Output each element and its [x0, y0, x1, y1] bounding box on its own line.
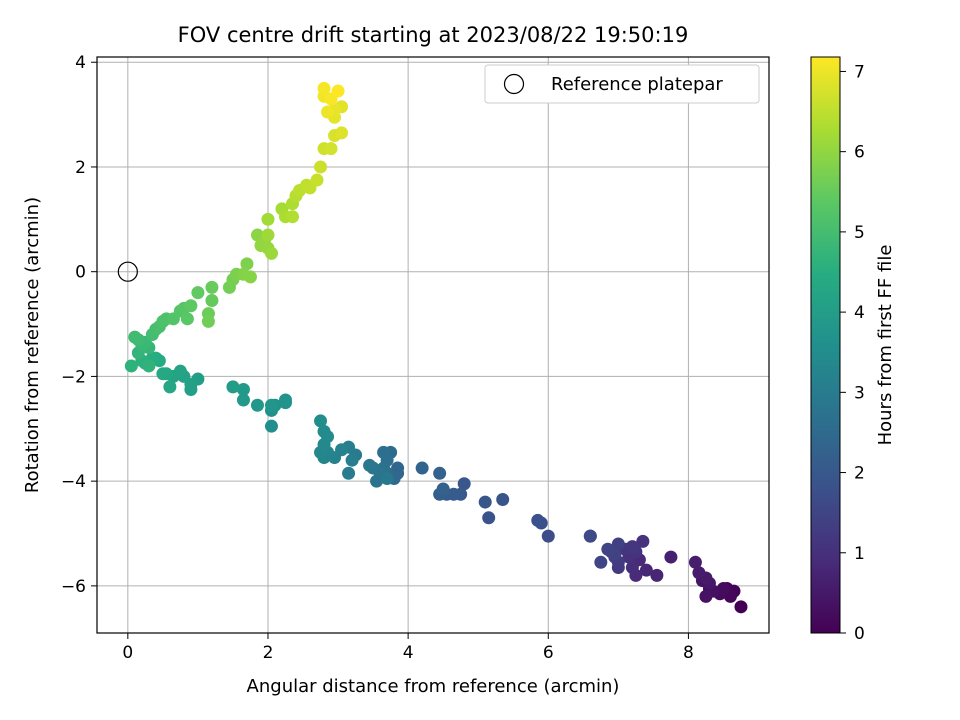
- data-point: [594, 555, 608, 569]
- x-axis-ticks: 0 2 4 6 8: [122, 633, 694, 663]
- x-tick-label: 4: [403, 643, 414, 663]
- x-tick-label: 6: [543, 643, 554, 663]
- data-point: [250, 398, 264, 412]
- data-point: [180, 312, 194, 326]
- legend: Reference platepar: [484, 64, 760, 104]
- data-point: [688, 555, 702, 569]
- data-point: [457, 477, 471, 491]
- y-tick-label: −6: [61, 577, 86, 597]
- data-point: [286, 210, 300, 224]
- data-point: [335, 126, 349, 140]
- grid-lines: [97, 57, 769, 633]
- colorbar-tick-label: 6: [854, 143, 865, 163]
- data-point: [734, 600, 748, 614]
- data-point: [664, 550, 678, 564]
- y-axis-label: Rotation from reference (arcmin): [22, 197, 43, 493]
- colorbar-tick-label: 2: [854, 464, 865, 484]
- colorbar-ticks: 0 1 2 3 4 5 6 7: [840, 62, 865, 644]
- x-axis-label: Angular distance from reference (arcmin): [247, 676, 620, 697]
- data-point: [639, 563, 653, 577]
- y-axis-ticks: −6 −4 −2 0 2 4: [61, 53, 97, 597]
- data-point: [531, 513, 545, 527]
- data-point: [226, 380, 240, 394]
- data-point: [331, 84, 345, 98]
- data-point: [261, 212, 275, 226]
- data-point: [482, 511, 496, 525]
- data-point: [261, 228, 275, 242]
- data-point: [601, 542, 615, 556]
- data-point: [236, 393, 250, 407]
- data-point: [205, 293, 219, 307]
- data-point: [124, 359, 138, 373]
- data-point: [201, 314, 215, 328]
- data-point: [541, 529, 555, 543]
- data-point: [324, 142, 338, 156]
- x-tick-label: 0: [122, 643, 133, 663]
- colorbar-tick-label: 4: [854, 303, 865, 323]
- data-point: [433, 466, 447, 480]
- data-point: [317, 424, 331, 438]
- data-point: [191, 286, 205, 300]
- data-point: [496, 492, 510, 506]
- data-point: [478, 495, 492, 509]
- y-tick-label: 2: [75, 158, 86, 178]
- data-point: [314, 160, 328, 174]
- data-point: [415, 461, 429, 475]
- data-point: [342, 466, 356, 480]
- data-point: [142, 359, 156, 373]
- colorbar-tick-label: 3: [854, 383, 865, 403]
- x-tick-label: 2: [263, 643, 274, 663]
- colorbar: 0 1 2 3 4 5 6 7 Hours from first FF file: [810, 56, 896, 644]
- colorbar-tick-label: 1: [854, 544, 865, 564]
- data-point: [363, 458, 377, 472]
- data-point: [345, 453, 359, 467]
- data-point: [380, 472, 394, 486]
- colorbar-tick-label: 7: [854, 62, 865, 82]
- data-point: [264, 398, 278, 412]
- legend-box: [484, 64, 760, 104]
- data-point: [317, 81, 331, 95]
- data-point: [611, 537, 625, 551]
- data-point: [236, 383, 250, 397]
- colorbar-gradient: [810, 56, 841, 634]
- x-tick-label: 8: [683, 643, 694, 663]
- chart-title: FOV centre drift starting at 2023/08/22 …: [178, 23, 689, 47]
- reference-platepar-marker: [117, 261, 138, 282]
- data-point: [321, 105, 335, 119]
- data-point: [184, 299, 198, 313]
- data-point: [128, 330, 142, 344]
- data-point: [436, 482, 450, 496]
- data-point: [650, 568, 664, 582]
- data-point: [692, 566, 706, 580]
- legend-marker-reference: [503, 73, 525, 95]
- data-point: [264, 246, 278, 260]
- colorbar-label: Hours from first FF file: [875, 245, 896, 446]
- data-point: [583, 529, 597, 543]
- legend-label-reference: Reference platepar: [551, 74, 723, 95]
- data-point: [699, 589, 713, 603]
- data-point: [156, 367, 170, 381]
- data-point: [716, 581, 730, 595]
- data-point: [370, 474, 384, 488]
- y-tick-label: −2: [61, 367, 86, 387]
- data-point: [625, 561, 639, 575]
- data-point: [625, 540, 639, 554]
- colorbar-tick-label: 5: [854, 223, 865, 243]
- data-points: [124, 81, 748, 614]
- data-point: [243, 270, 257, 284]
- y-tick-label: −4: [61, 472, 86, 492]
- plot-area-frame: [96, 56, 770, 634]
- y-tick-label: 4: [75, 53, 86, 73]
- data-point: [240, 257, 254, 271]
- data-point: [264, 419, 278, 433]
- data-point: [636, 534, 650, 548]
- colorbar-tick-label: 0: [854, 624, 865, 644]
- y-tick-label: 0: [75, 263, 86, 283]
- data-point: [205, 280, 219, 294]
- data-point: [163, 380, 177, 394]
- data-point: [314, 414, 328, 428]
- data-point: [278, 393, 292, 407]
- data-point: [310, 173, 324, 187]
